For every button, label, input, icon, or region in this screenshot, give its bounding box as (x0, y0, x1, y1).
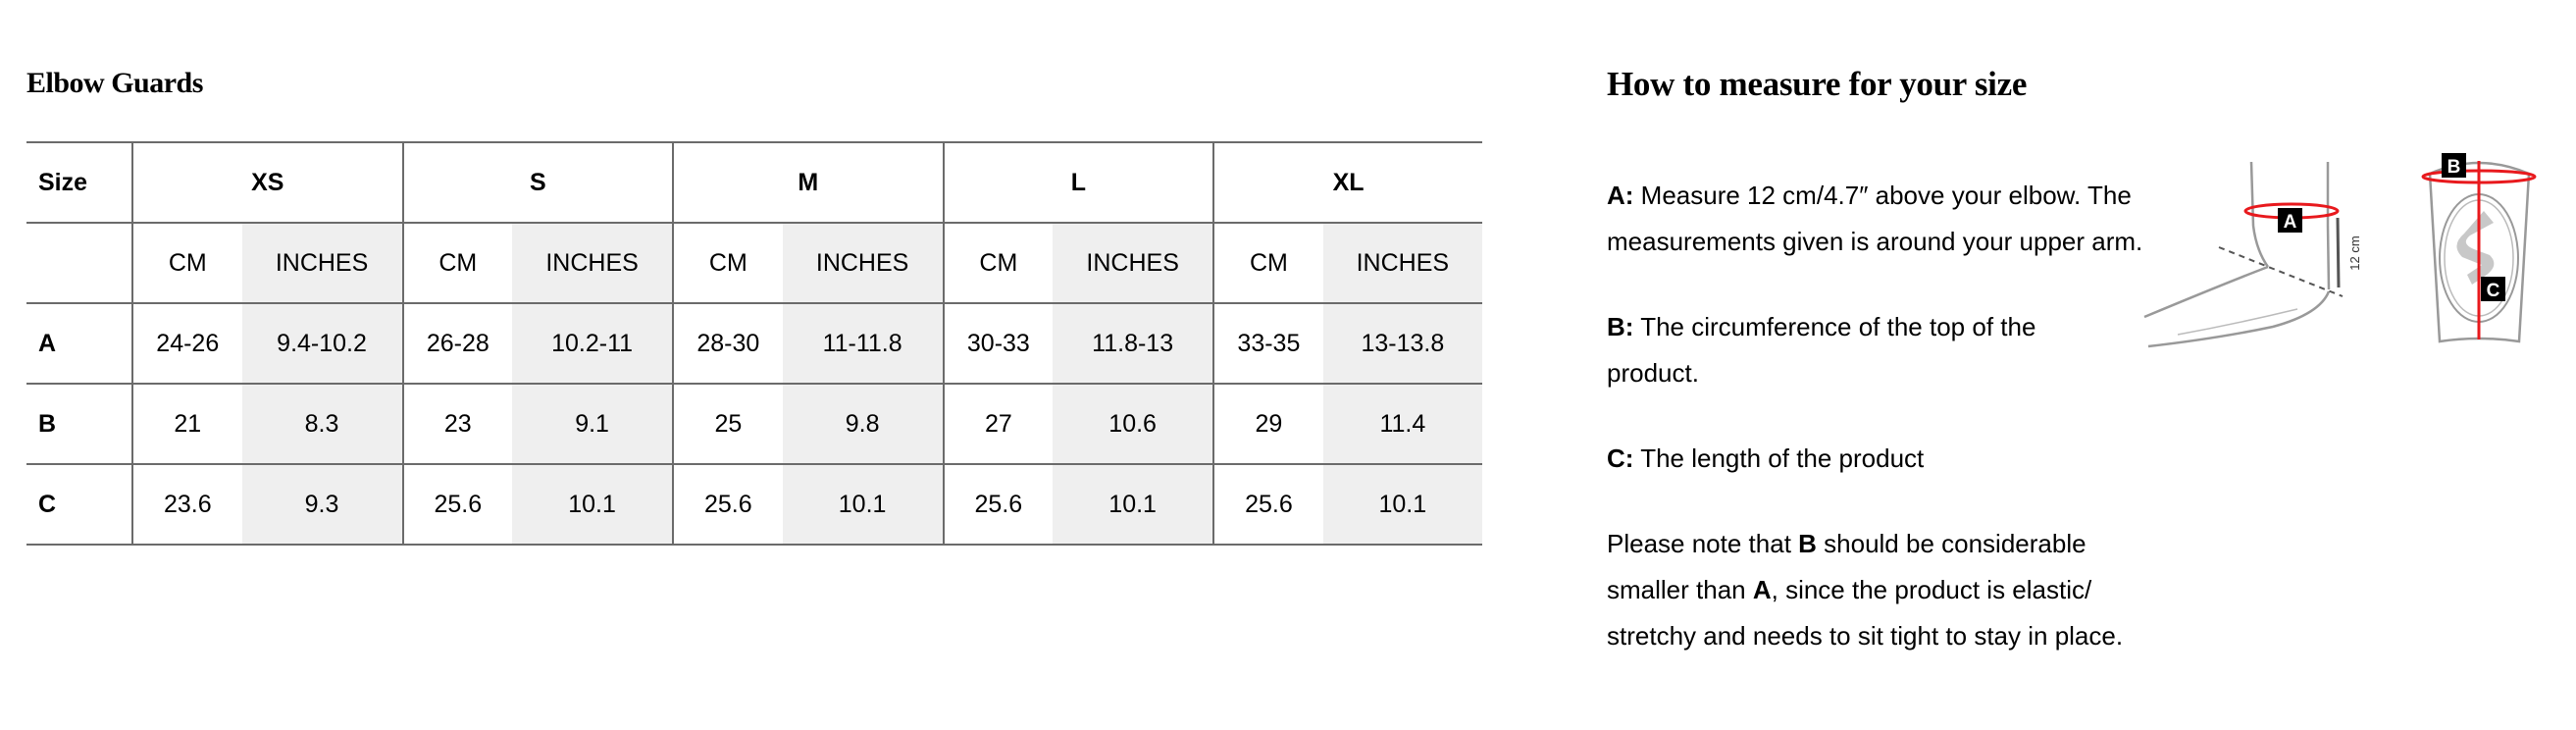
instruction-b: B: The circumference of the top of the p… (1607, 304, 2097, 396)
table-cell: 25.6 (1212, 463, 1323, 546)
marker-a-box (2278, 208, 2302, 233)
table-row: A 24-26 9.4-10.2 26-28 10.2-11 28-30 11-11.8 30… (26, 302, 1482, 385)
table-cell: 23.6 (131, 463, 242, 546)
instruction-a: A: Measure 12 cm/4.7″ above your elbow. … (1607, 173, 2156, 265)
label-a: A: (1607, 181, 1634, 210)
empty-cell (26, 222, 132, 304)
text-c: The length of the product (1633, 443, 1925, 473)
unit-cm: CM (131, 222, 242, 304)
instruction-c: C: The length of the product (1607, 436, 2156, 482)
unit-inches: INCHES (1053, 222, 1214, 304)
unit-cm: CM (1212, 222, 1323, 304)
measure-instructions: A: Measure 12 cm/4.7″ above your elbow. … (1607, 173, 2156, 699)
unit-inches: INCHES (512, 222, 674, 304)
table-cell: 10.1 (512, 463, 675, 546)
marker-b: B (2447, 157, 2461, 178)
arm-drawing (2143, 161, 2344, 348)
table-cell: 10.2-11 (512, 302, 675, 385)
unit-cm: CM (672, 222, 783, 304)
unit-row: CM INCHES CM INCHES CM INCHES CM INCHES CM INCHES (26, 222, 1482, 304)
distance-label: 12 cm (2347, 235, 2362, 270)
table-cell: 26-28 (401, 302, 513, 385)
unit-cm: CM (942, 222, 1054, 304)
table-cell: 11-11.8 (782, 302, 945, 385)
row-label: C (26, 463, 133, 546)
table-cell: 24-26 (131, 302, 242, 385)
marker-b-box (2442, 153, 2466, 178)
table-cell: 30-33 (942, 302, 1054, 385)
note-a: A (1752, 575, 1772, 604)
size-header-row: Size XS S M L XL (26, 141, 1482, 224)
row-label: A (26, 302, 133, 385)
table-cell: 8.3 (241, 383, 404, 465)
marker-c-box (2481, 277, 2505, 301)
table-cell: 21 (131, 383, 242, 465)
note-text: Please note that (1607, 529, 1799, 558)
table-cell: 25.6 (672, 463, 783, 546)
table-cell: 9.3 (241, 463, 404, 546)
table-cell: 10.1 (1322, 463, 1482, 546)
measure-title: How to measure for your size (1607, 65, 2028, 103)
unit-inches: INCHES (241, 222, 403, 304)
table-cell: 9.8 (782, 383, 945, 465)
table-cell: 11.8-13 (1053, 302, 1215, 385)
size-xl: XL (1212, 141, 1482, 224)
table-cell: 33-35 (1212, 302, 1323, 385)
table-cell: 9.1 (512, 383, 675, 465)
table-cell: 25.6 (942, 463, 1054, 546)
size-xs: XS (131, 141, 404, 224)
table-cell: 27 (942, 383, 1054, 465)
label-c: C: (1607, 443, 1634, 473)
text-a: Measure 12 cm/4.7″ above your elbow. The… (1607, 181, 2143, 256)
label-b: B: (1607, 312, 1634, 341)
table-cell: 28-30 (672, 302, 783, 385)
section-title: Elbow Guards (26, 67, 203, 99)
size-header: Size (26, 141, 133, 224)
table-row: B 21 8.3 23 9.1 25 9.8 27 10.6 29 11.4 (26, 383, 1482, 465)
measurement-illustration: A 12 cm B C (2143, 153, 2537, 348)
note-text: , since the product is elastic/ stretchy… (1607, 575, 2124, 651)
size-s: S (401, 141, 675, 224)
table-row: C 23.6 9.3 25.6 10.1 25.6 10.1 25.6 10.1 25.6 10.1 (26, 463, 1482, 546)
unit-inches: INCHES (782, 222, 944, 304)
note-b: B (1798, 529, 1817, 558)
size-m: M (672, 141, 945, 224)
unit-inches: INCHES (1322, 222, 1482, 304)
marker-c: C (2487, 281, 2500, 301)
unit-cm: CM (401, 222, 513, 304)
table-cell: 23 (401, 383, 513, 465)
table-cell: 13-13.8 (1322, 302, 1482, 385)
row-label: B (26, 383, 133, 465)
table-cell: 25.6 (401, 463, 513, 546)
note: Please note that B should be considerabl… (1607, 521, 2141, 659)
table-cell: 10.1 (1053, 463, 1215, 546)
table-cell: 9.4-10.2 (241, 302, 404, 385)
marker-a: A (2284, 212, 2297, 233)
table-cell: 11.4 (1322, 383, 1482, 465)
table-cell: 25 (672, 383, 783, 465)
table-cell: 10.1 (782, 463, 945, 546)
size-chart-table: Size XS S M L XL CM INCHES CM INCHES CM INCHE… (26, 141, 1482, 546)
note-text: should be considerable smaller than (1607, 529, 2087, 604)
text-b: The circumference of the top of the prod… (1607, 312, 2036, 388)
table-cell: 29 (1212, 383, 1323, 465)
size-l: L (942, 141, 1215, 224)
table-cell: 10.6 (1053, 383, 1215, 465)
